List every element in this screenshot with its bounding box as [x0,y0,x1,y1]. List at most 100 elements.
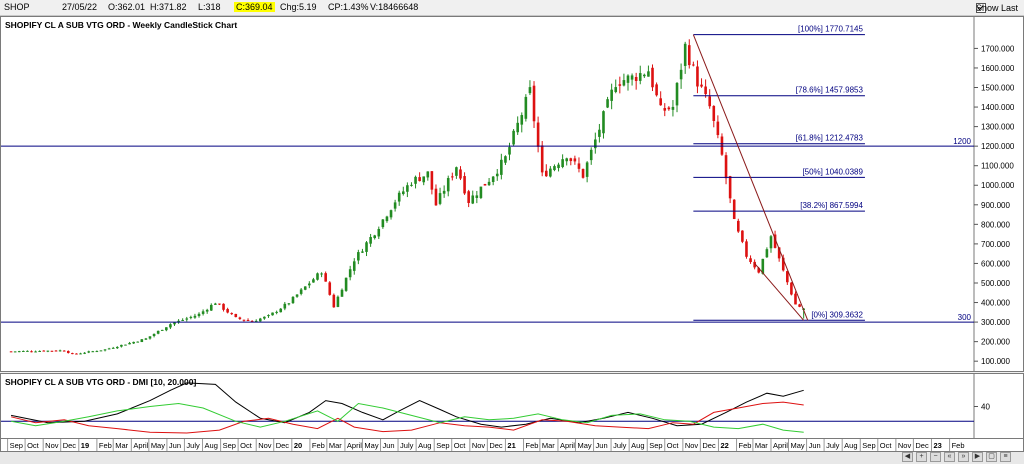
candle-body [246,320,250,322]
time-axis-label: 21 [507,441,515,450]
time-axis-label: Nov [45,441,59,450]
open-value: O:362.01 [108,2,146,12]
candle-body [250,320,254,322]
candle-body [193,315,197,318]
candle-body [745,241,748,257]
time-axis-label: Feb [99,441,112,450]
candle-body [381,219,385,228]
candle-body [659,98,662,106]
candle-body [544,170,548,177]
candle-body [463,176,466,194]
menu-button[interactable]: ≡ [1000,452,1011,462]
candle-body [790,282,793,295]
support-resistance-label: 300 [958,313,972,322]
candle-body [687,45,691,66]
change-pct-value: CP:1.43% [328,2,369,12]
candle-body [336,296,340,307]
candle-body [111,347,115,349]
candle-body [340,289,344,297]
candle-body [773,234,777,248]
candle-body [263,316,266,319]
candle-body [655,84,658,96]
candle-body [99,350,103,352]
fit-button[interactable]: ▢ [986,452,997,462]
candle-body [242,319,246,321]
time-axis-label: Sep [436,441,449,450]
candle-body [17,351,21,353]
candle-body [749,258,752,263]
dmi-tick-label: 40 [981,403,990,412]
time-axis-label: May [577,441,591,450]
time-axis-label: Mar [329,441,342,450]
scroll-left-button[interactable]: ◀ [902,452,913,462]
candle-body [79,353,82,355]
time-axis-label: Feb [312,441,325,450]
time-axis-label: Aug [631,441,644,450]
candle-body [71,353,74,355]
dmi-series-line-1 [11,382,804,428]
candle-body [214,303,217,305]
scroll-start-button[interactable]: « [944,452,955,462]
candle-body [504,156,507,163]
candle-body [26,350,29,352]
candle-body [50,350,54,352]
price-tick-label: 200.000 [981,338,1010,347]
time-axis-label: Dec [915,441,929,450]
candle-body [761,258,765,274]
time-axis-label: Aug [205,441,218,450]
candle-body [299,289,303,294]
candle-body [397,192,401,202]
candle-body [610,89,613,101]
candle-body [732,199,736,220]
candle-body [58,350,62,352]
candle-body [622,80,626,86]
candle-body [467,191,470,203]
time-axis-label: April [133,441,148,450]
volume-value: V:18466648 [370,2,419,12]
candle-body [156,330,160,334]
candle-body [798,304,801,307]
time-axis-label: Feb [739,441,752,450]
candle-body [140,339,144,343]
price-tick-label: 800.000 [981,220,1010,229]
candle-body [553,166,556,171]
candle-body [418,177,421,182]
candle-body [524,96,528,119]
time-axis-label: May [790,441,804,450]
candle-body [352,261,356,271]
time-axis-label: April [560,441,575,450]
candle-body [320,273,323,275]
scroll-right-button[interactable]: ▶ [972,452,983,462]
candle-body [42,350,46,352]
candle-body [46,350,50,352]
dmi-series-line-3 [11,402,804,433]
time-axis-label: Nov [685,441,699,450]
candle-body [446,178,450,192]
candle-body [508,147,511,155]
close-value: C:369.04 [234,2,275,12]
price-tick-label: 1000.000 [981,181,1015,190]
candle-body [512,130,515,145]
candle-body [708,96,712,107]
candle-body [430,171,434,190]
candle-body [361,251,364,253]
candle-body [565,158,569,162]
candle-body [324,273,327,282]
candle-body [201,311,205,314]
candle-body [128,342,131,345]
zoom-in-button[interactable]: + [916,452,927,462]
dmi-panel[interactable]: SHOPIFY CL A SUB VTG ORD - DMI [10, 20.0… [0,373,1024,439]
candle-body [136,341,140,343]
zoom-out-button[interactable]: − [930,452,941,462]
candle-body [475,195,479,198]
candle-body [165,327,168,331]
candle-body [197,313,201,317]
time-axis: Sep Oct Nov Dec 19 Feb Mar April May Jun July Aug Se… [7,439,965,451]
candle-body [62,350,66,352]
candle-body [459,169,462,179]
candle-body [536,122,540,147]
price-tick-label: 600.000 [981,259,1010,268]
scroll-end-button[interactable]: » [958,452,969,462]
price-tick-label: 1100.000 [981,162,1014,171]
price-panel[interactable]: SHOPIFY CL A SUB VTG ORD - Weekly Candle… [0,16,1024,372]
